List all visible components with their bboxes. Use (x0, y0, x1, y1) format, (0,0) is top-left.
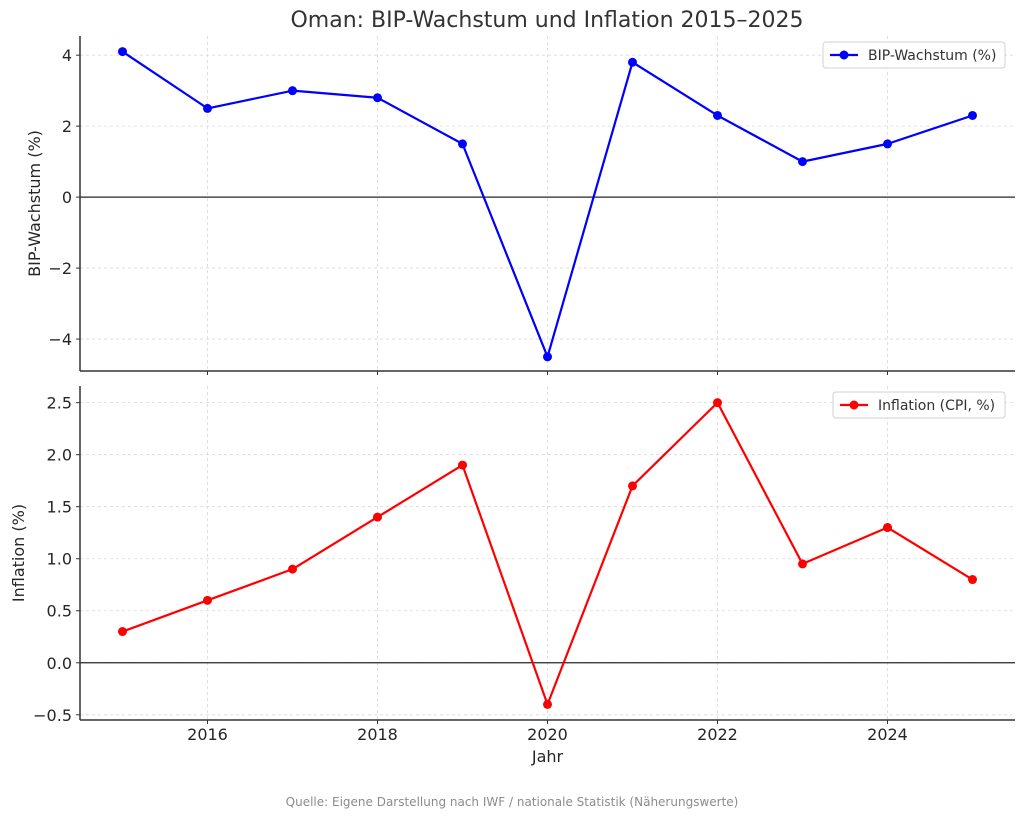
y-axis-label: Inflation (%) (9, 504, 28, 602)
y-tick-label: −4 (48, 330, 72, 349)
x-tick-label: 2020 (527, 725, 568, 744)
data-point (288, 86, 297, 96)
y-tick-label: 4 (62, 46, 72, 65)
data-point (458, 460, 467, 470)
data-point (373, 93, 382, 103)
legend-box (832, 391, 1006, 419)
y-tick-label: 0.0 (47, 654, 72, 673)
y-tick-label: −0.5 (33, 706, 72, 725)
y-tick-label: 1.5 (47, 498, 72, 517)
y-tick-label: 2 (62, 117, 72, 136)
data-point (458, 139, 467, 149)
legend-box (822, 41, 1006, 69)
x-axis-label: Jahr (531, 747, 564, 766)
data-point (118, 47, 127, 57)
y-tick-label: 0 (62, 188, 72, 207)
data-point (203, 595, 212, 605)
data-point (628, 481, 637, 491)
data-point (628, 57, 637, 67)
legend-label: Inflation (CPI, %) (878, 398, 995, 414)
legend-marker-swatch (839, 50, 849, 60)
data-point (713, 398, 722, 408)
legend-label: BIP-Wachstum (%) (868, 48, 996, 64)
data-point (798, 157, 807, 167)
data-point (543, 699, 552, 709)
y-tick-label: 2.5 (47, 394, 72, 413)
y-tick-label: 1.0 (47, 550, 72, 569)
data-point (203, 103, 212, 113)
legend-marker-swatch (849, 400, 859, 410)
data-point (798, 559, 807, 569)
data-point (968, 110, 977, 120)
data-point (883, 523, 892, 533)
y-tick-label: 2.0 (47, 446, 72, 465)
x-tick-label: 2022 (697, 725, 738, 744)
data-point (968, 575, 977, 585)
source-note: Quelle: Eigene Darstellung nach IWF / na… (286, 795, 739, 809)
data-point (543, 352, 552, 362)
data-point (288, 564, 297, 574)
y-axis-label: BIP-Wachstum (%) (25, 130, 44, 277)
gdp-growth-panel: −4 −2 0 2 4 BIP-Wachstum (%) BIP-Wachstum (%) (25, 36, 1015, 375)
x-tick-label: 2024 (867, 725, 908, 744)
x-tick-label: 2018 (357, 725, 398, 744)
data-point (373, 512, 382, 522)
data-point (713, 110, 722, 120)
chart-title: Oman: BIP-Wachstum und Inflation 2015–20… (290, 8, 803, 33)
data-point (118, 627, 127, 637)
inflation-panel: −0.5 0.0 0.5 1.0 1.5 2.0 2.5 2016 2018 2020 2022 20… (9, 386, 1015, 766)
data-point (883, 139, 892, 149)
y-tick-label: 0.5 (47, 602, 72, 621)
y-tick-label: −2 (48, 259, 72, 278)
x-tick-label: 2016 (187, 725, 228, 744)
